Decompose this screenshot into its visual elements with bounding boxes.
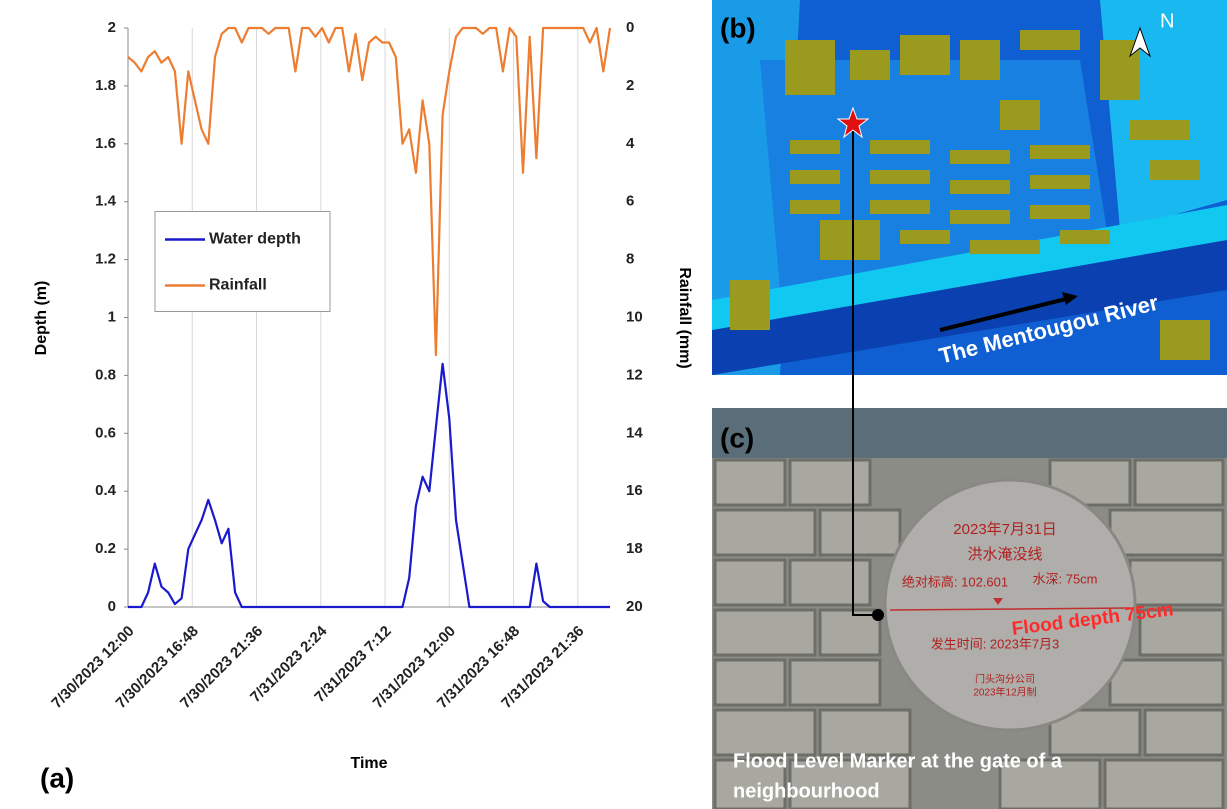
- y-tick-label: 0.2: [95, 540, 116, 557]
- flood-plate: [883, 478, 1137, 732]
- y-tick-label: 0.6: [95, 424, 116, 441]
- plate-line: 2023年7月31日: [953, 521, 1056, 538]
- legend-label: Rainfall: [209, 277, 267, 294]
- panel-label: (a): [40, 762, 74, 793]
- flood-marker: [993, 598, 1003, 605]
- flow-arrow-head: [1062, 292, 1078, 305]
- y-tick-label: 0.4: [95, 482, 117, 499]
- plate-line: 门头沟分公司: [975, 673, 1035, 686]
- y-tick-label: 0.8: [95, 366, 116, 383]
- map-background: [712, 0, 1227, 375]
- y2-tick-label: 16: [626, 482, 643, 499]
- chart: (a) Time Depth (m) Rainfall (mm) 7/30/20…: [33, 19, 693, 793]
- plate-line: 洪水淹没线: [967, 546, 1042, 563]
- series-line: [128, 362, 610, 609]
- plate-line: 水深: 75cm: [1032, 571, 1097, 586]
- y-tick-label: 2: [108, 19, 116, 36]
- plate-line: 发生时间: 2023年7月3: [931, 636, 1060, 651]
- connector: [852, 122, 878, 616]
- y2-tick-label: 0: [626, 19, 634, 36]
- flood-line: [889, 607, 1131, 611]
- map-area: [712, 0, 800, 375]
- north-arrow: [1128, 26, 1152, 58]
- map-panel: [710, 0, 1227, 408]
- photo-panel: [712, 408, 1227, 809]
- panel-gap: [710, 375, 1227, 408]
- y2-tick-label: 14: [626, 424, 643, 441]
- y-tick-label: 1.4: [95, 193, 117, 210]
- panel-label: (c): [720, 422, 754, 453]
- y-axis-label: Depth (m): [33, 281, 50, 356]
- river: [712, 240, 1227, 375]
- window: [712, 408, 1227, 458]
- buildings: [730, 30, 1210, 360]
- stone-blocks: [713, 458, 1225, 809]
- y-tick-label: 1.6: [95, 135, 116, 152]
- panel-label: (b): [720, 12, 756, 43]
- north-label: N: [1160, 10, 1174, 32]
- y2-axis-label: Rainfall (mm): [676, 267, 693, 368]
- y-tick-label: 0: [108, 598, 116, 615]
- y-tick-label: 1: [108, 308, 116, 325]
- flood-depth-label: Flood depth 75cm: [1011, 599, 1175, 640]
- map-area: [760, 60, 1110, 290]
- map-area: [712, 205, 1227, 330]
- series-line: [127, 26, 612, 357]
- plate-line: 2023年12月制: [973, 686, 1036, 699]
- river-label: The Mentougou River: [937, 290, 1162, 369]
- x-axis-label: Time: [350, 755, 387, 772]
- plate-text: 2023年7月31日 洪水淹没线 绝对标高: 102.601 水深: 75cm …: [902, 521, 1098, 699]
- y2-tick-label: 18: [626, 540, 643, 557]
- y2-tick-label: 4: [626, 135, 635, 152]
- map-area: [1100, 0, 1227, 230]
- y2-tick-label: 6: [626, 193, 634, 210]
- caption-line: Flood Level Marker at the gate of a: [733, 750, 1063, 772]
- y2-tick-label: 12: [626, 366, 643, 383]
- location-star: [836, 106, 870, 139]
- legend-label: Water depth: [209, 231, 301, 248]
- y-tick-label: 1.8: [95, 77, 116, 94]
- connector-dot: [872, 609, 884, 621]
- y-tick-label: 1.2: [95, 251, 116, 268]
- flow-arrow: [939, 296, 1071, 332]
- y2-tick-label: 2: [626, 77, 634, 94]
- y2-tick-label: 10: [626, 308, 643, 325]
- legend-box: [154, 211, 331, 312]
- caption-line: neighbourhood: [733, 780, 880, 802]
- y2-tick-label: 8: [626, 251, 634, 268]
- y2-tick-label: 20: [626, 598, 643, 615]
- photo-background: [712, 408, 1227, 809]
- plate-line: 绝对标高: 102.601: [902, 574, 1008, 589]
